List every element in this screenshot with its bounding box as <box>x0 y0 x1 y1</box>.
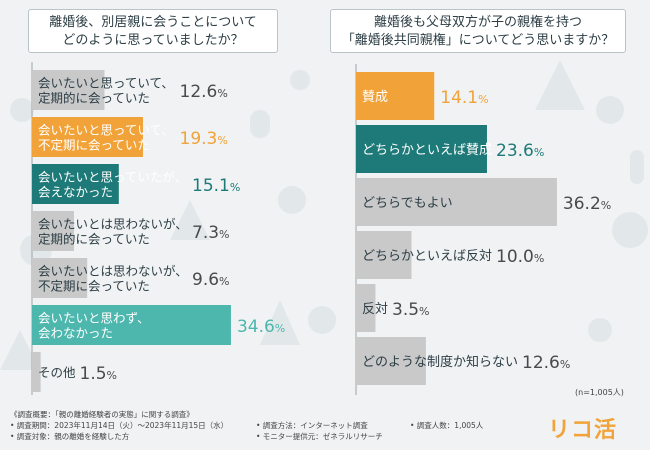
left-category-label: その他 <box>38 365 76 380</box>
left-question-line2: どのように思っていましたか？ <box>62 33 244 48</box>
left-bar <box>32 305 231 345</box>
right-value-label: 36.2% <box>563 194 611 214</box>
footnote-provider: • モニター提供元：ゼネラルリサーチ <box>256 432 383 441</box>
footnote-period: • 調査期間：2023年11月14日（火）～2023年11月15日（水） <box>10 421 229 430</box>
footnote-count: • 調査人数：1,005人 <box>410 421 484 430</box>
left-value-label: 9.6% <box>192 270 230 290</box>
right-question-line2: 「離婚後共同親権」についてどう思いますか？ <box>341 33 615 48</box>
left-value-label: 1.5% <box>80 364 118 384</box>
right-bar <box>356 284 376 332</box>
left-value-label: 34.6% <box>237 317 285 337</box>
right-value-label: 14.1% <box>440 88 488 108</box>
left-bar <box>32 211 74 251</box>
left-value-label: 7.3% <box>192 223 230 243</box>
footnote-overview: 《調査概要：「親の離婚経験者の実態」に関する調査》 <box>10 410 194 419</box>
right-category-label: 賛成 <box>362 90 388 105</box>
left-value-label: 12.6% <box>180 82 228 102</box>
left-category-label: 会いたいと思わず、 <box>38 311 150 326</box>
rikokatsu-logo: リコ活 <box>548 418 618 443</box>
right-bar <box>356 72 435 120</box>
left-category-label: 会いたいと思っていて、 <box>38 76 174 91</box>
left-value-label: 19.3% <box>180 129 228 149</box>
right-bar <box>356 337 426 385</box>
left-category-label: 会いたいとは思わないが、 <box>38 217 188 232</box>
left-category-label: 会いたいと思っていたが、 <box>38 170 187 185</box>
footnote-subject: • 調査対象：親の離婚を経験した方 <box>10 432 130 441</box>
footnote-method: • 調査方法：インターネット調査 <box>256 421 368 430</box>
right-bar <box>356 231 412 279</box>
left-bar <box>32 164 119 204</box>
right-category-label: どちらかといえば反対 <box>362 249 492 264</box>
right-value-label: 12.6% <box>522 353 570 373</box>
right-question-line1: 離婚後も父母双方が子の親権を持つ <box>373 15 582 30</box>
right-category-label: 反対 <box>362 302 388 317</box>
right-question-box: 離婚後も父母双方が子の親権を持つ 「離婚後共同親権」についてどう思いますか？ <box>330 9 626 53</box>
left-value-label: 15.1% <box>192 176 240 196</box>
left-bar <box>32 352 41 392</box>
right-category-label: どのような制度か知らない <box>362 354 518 370</box>
left-category-label: 不定期に会っていた <box>38 138 150 153</box>
left-bar <box>32 258 88 298</box>
left-category-label: 会えなかった <box>38 185 113 200</box>
left-category-label: 会いたいとは思わないが、 <box>38 264 188 279</box>
left-category-label: 不定期に会っていた <box>38 279 150 294</box>
right-value-label: 3.5% <box>392 300 430 320</box>
left-question-line1: 離婚後、別居親に会うことについて <box>49 15 257 30</box>
right-category-label: どちらでもよい <box>362 196 453 211</box>
right-bar <box>356 125 487 173</box>
left-bar <box>32 70 105 110</box>
left-category-label: 定期的に会っていた <box>38 91 150 106</box>
right-value-label: 23.6% <box>496 141 544 161</box>
right-category-label: どちらかといえば賛成 <box>362 143 492 158</box>
right-bar <box>356 178 557 226</box>
left-category-label: 会いたいと思っていて、 <box>38 123 174 138</box>
sample-size-label: (n=1,005人) <box>575 388 624 397</box>
right-value-label: 10.0% <box>496 247 544 267</box>
left-category-label: 会わなかった <box>38 326 113 341</box>
left-bar <box>32 117 143 157</box>
left-question-box: 離婚後、別居親に会うことについて どのように思っていましたか？ <box>28 9 278 53</box>
left-category-label: 定期的に会っていた <box>38 232 150 247</box>
